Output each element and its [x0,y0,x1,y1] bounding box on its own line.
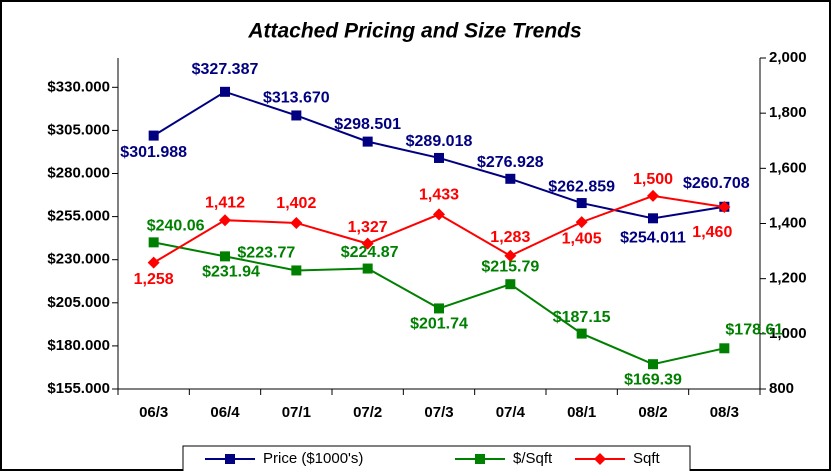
marker [718,200,731,213]
y-tick-label: $180.000 [47,337,110,354]
data-label: 1,327 [348,219,388,236]
data-label: $178.61 [725,322,783,339]
data-label: $254.011 [620,230,686,247]
marker [576,328,587,339]
marker [648,213,658,224]
y2-tick-label: 1,200 [769,270,807,287]
y-tick-label: $230.000 [47,251,110,268]
data-label: $289.018 [406,133,473,150]
x-tick-label: 08/2 [638,404,667,421]
marker [220,86,230,97]
data-label: $276.928 [477,154,544,171]
y-tick-label: $330.000 [47,78,110,95]
data-label: $201.74 [410,316,468,333]
data-label: 1,405 [562,230,602,247]
data-label: 1,283 [490,229,530,246]
data-label: $298.501 [334,116,401,133]
marker [291,110,302,121]
data-label: $240.06 [147,218,205,235]
x-tick-label: 07/1 [282,404,311,421]
marker [575,216,588,229]
y-tick-label: $280.000 [47,164,110,181]
marker [220,251,230,262]
data-label: $215.79 [481,258,539,275]
y2-tick-label: 2,000 [769,49,807,66]
data-label: $262.859 [548,178,615,195]
y2-tick-label: 1,800 [769,104,807,121]
marker [719,343,730,354]
y-tick-label: $155.000 [47,380,110,397]
marker [291,265,302,276]
data-label: 1,433 [419,187,459,204]
marker [504,249,517,262]
marker [505,173,516,184]
marker [290,216,303,229]
data-label: $313.670 [263,90,330,107]
data-label: 1,402 [276,195,316,212]
chart-title: Attached Pricing and Size Trends [247,20,581,43]
x-tick-label: 07/2 [353,404,382,421]
marker [647,189,659,202]
legend-marker [225,454,235,464]
data-label: 1,500 [633,171,673,188]
x-tick-label: 08/1 [567,404,596,421]
marker [434,152,444,163]
marker [148,237,159,248]
data-label: $224.87 [341,244,399,261]
marker [362,263,373,274]
y2-tick-label: 1,600 [769,159,807,176]
data-label: $223.77 [237,245,295,262]
marker [576,198,587,209]
legend-marker [594,453,606,465]
marker [433,208,445,221]
marker [505,279,516,290]
x-tick-label: 06/3 [139,404,168,421]
data-label: $231.94 [202,264,260,281]
data-label: 1,258 [134,271,174,288]
marker [148,130,159,141]
data-label: $187.15 [553,309,611,326]
data-label: $327.387 [192,61,259,78]
data-label: $301.988 [120,144,187,161]
data-label: $169.39 [624,371,682,388]
marker [361,237,374,250]
legend-label: Price ($1000's) [263,450,363,467]
marker [648,359,658,370]
marker [434,303,444,314]
data-label: 1,412 [205,194,245,211]
x-tick-label: 07/3 [424,404,453,421]
data-label: $260.708 [683,175,750,192]
y-tick-label: $205.000 [47,294,110,311]
marker [362,136,373,147]
y2-tick-label: 1,000 [769,325,807,342]
legend-label: $/Sqft [513,450,553,467]
x-tick-label: 06/4 [210,404,240,421]
y-tick-label: $305.000 [47,121,110,138]
marker [147,256,160,269]
x-tick-label: 08/3 [710,404,739,421]
x-tick-label: 07/4 [496,404,526,421]
legend-marker [475,454,485,464]
y-tick-label: $255.000 [47,208,110,225]
y2-tick-label: 800 [769,380,794,397]
data-label: 1,460 [692,224,732,241]
marker [219,214,231,227]
legend-label: Sqft [633,450,661,467]
y2-tick-label: 1,400 [769,214,807,231]
